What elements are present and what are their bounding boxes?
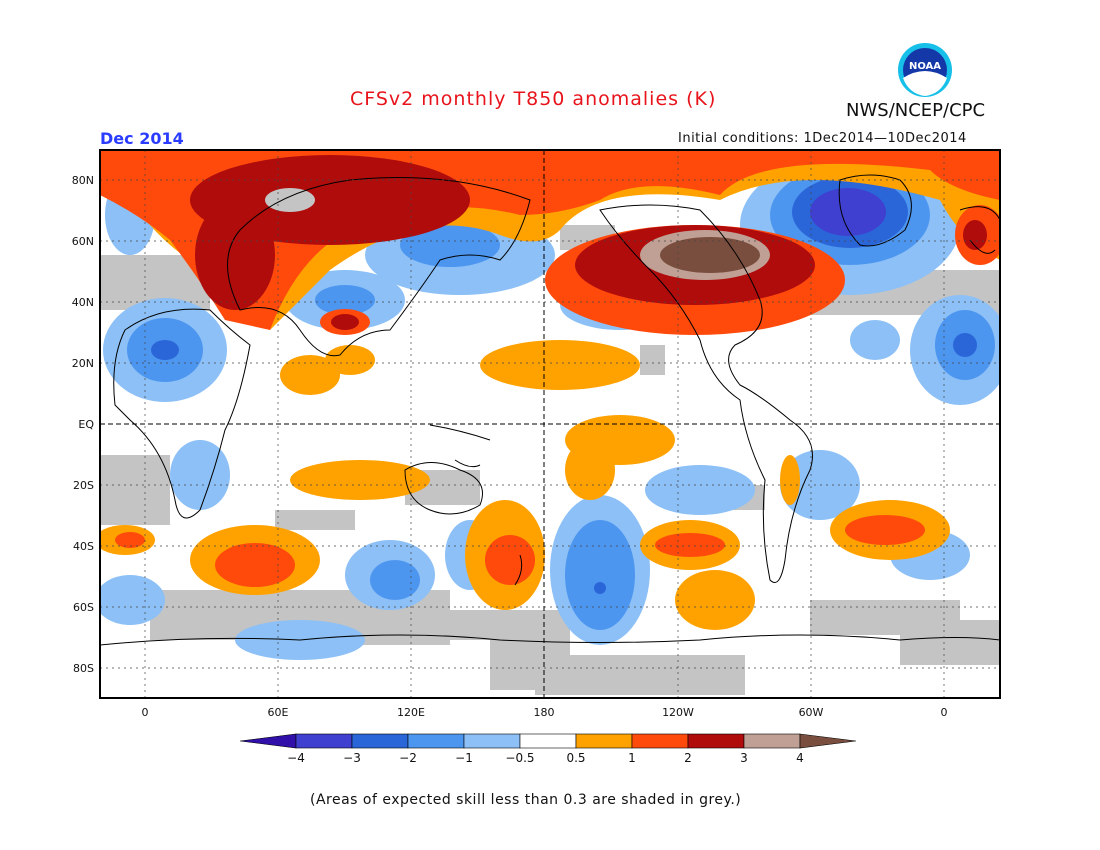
- map-frame: [99, 149, 1001, 699]
- colorbar-cell: [631, 733, 689, 749]
- lon-label: 180: [534, 706, 555, 719]
- lat-label: EQ: [78, 418, 94, 431]
- lon-label: 120E: [397, 706, 425, 719]
- lon-label: 60E: [268, 706, 289, 719]
- anomaly-map: 80N 60N 40N 20N EQ 20S 40S 60S 80S 0 60E…: [72, 149, 1001, 719]
- lat-label: 80S: [73, 662, 94, 675]
- footnote: (Areas of expected skill less than 0.3 a…: [310, 792, 742, 808]
- chart-title: CFSv2 monthly T850 anomalies (K): [350, 88, 717, 110]
- longitude-labels: 0 60E 120E 180 120W 60W 0: [142, 706, 948, 719]
- negative-anomaly-strong: [151, 176, 977, 594]
- colorbar-tick-label: 0.5: [566, 751, 585, 765]
- colorbar: −4 −3 −2 −1 −0.5 0.5 1 2 3 4: [239, 733, 857, 765]
- lon-label: 0: [142, 706, 149, 719]
- lon-label: 60W: [799, 706, 824, 719]
- lat-label: 20N: [72, 357, 94, 370]
- lat-label: 40N: [72, 296, 94, 309]
- coastlines: [100, 174, 1000, 646]
- colorbar-labels: −4 −3 −2 −1 −0.5 0.5 1 2 3 4: [287, 751, 804, 765]
- colorbar-cell: [519, 733, 577, 749]
- colorbar-cell: [463, 733, 521, 749]
- graticule: [100, 150, 1000, 698]
- colorbar-tick-label: −2: [399, 751, 417, 765]
- colorbar-cells: [239, 733, 857, 749]
- colorbar-arrow-high: [799, 733, 857, 749]
- colorbar-cell: [407, 733, 465, 749]
- colorbar-arrow-low: [239, 733, 297, 749]
- colorbar-cell: [687, 733, 745, 749]
- lat-label: 40S: [73, 540, 94, 553]
- colorbar-tick-label: 3: [740, 751, 748, 765]
- colorbar-tick-label: 2: [684, 751, 692, 765]
- svg-text:NOAA: NOAA: [909, 61, 941, 72]
- colorbar-tick-label: 4: [796, 751, 804, 765]
- initial-conditions-label: Initial conditions: 1Dec2014—10Dec2014: [678, 131, 967, 146]
- colorbar-tick-label: −1: [455, 751, 473, 765]
- colorbar-tick-label: −4: [287, 751, 305, 765]
- colorbar-cell: [743, 733, 801, 749]
- lat-label: 80N: [72, 174, 94, 187]
- lon-label: 0: [941, 706, 948, 719]
- lat-label: 60N: [72, 235, 94, 248]
- colorbar-tick-label: −0.5: [505, 751, 534, 765]
- colorbar-cell: [351, 733, 409, 749]
- noaa-logo: NOAA: [898, 43, 952, 97]
- colorbar-cell: [575, 733, 633, 749]
- lat-label: 20S: [73, 479, 94, 492]
- latitude-labels: 80N 60N 40N 20N EQ 20S 40S 60S 80S: [72, 174, 95, 675]
- map-field: [100, 150, 1000, 698]
- agency-label: NWS/NCEP/CPC: [846, 100, 986, 121]
- forecast-month: Dec 2014: [100, 129, 184, 148]
- positive-anomaly-extreme: [265, 188, 770, 280]
- equator-dateline: [100, 150, 1000, 698]
- lon-label: 120W: [662, 706, 694, 719]
- colorbar-tick-label: 1: [628, 751, 636, 765]
- colorbar-cell: [295, 733, 353, 749]
- colorbar-tick-label: −3: [343, 751, 361, 765]
- lat-label: 60S: [73, 601, 94, 614]
